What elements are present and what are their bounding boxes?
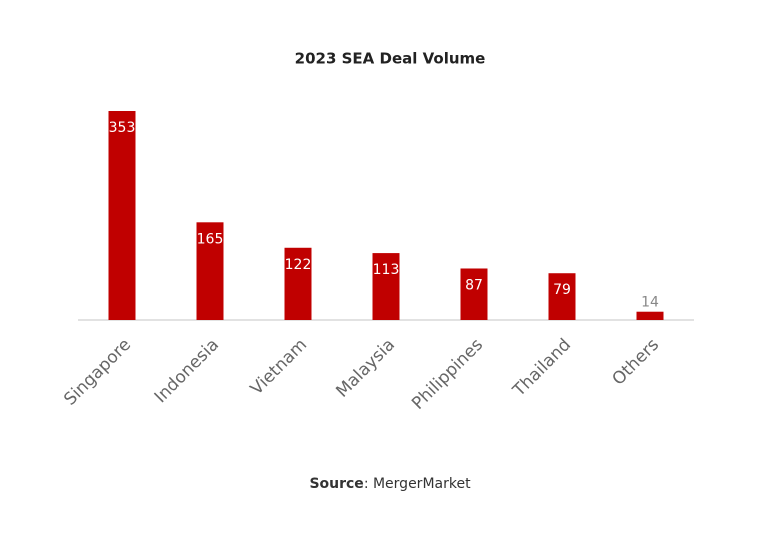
chart-title: 2023 SEA Deal Volume — [295, 50, 486, 68]
bar — [460, 268, 488, 320]
source-note: Source: MergerMarket — [309, 476, 471, 492]
value-label: 87 — [465, 277, 483, 293]
bar — [372, 253, 400, 320]
value-label: 113 — [373, 262, 400, 278]
bar — [548, 273, 576, 320]
value-label: 79 — [553, 282, 571, 298]
source-label: Source — [309, 476, 363, 492]
value-label: 353 — [109, 120, 136, 136]
bar — [284, 247, 312, 320]
source-text: : MergerMarket — [364, 476, 471, 492]
bar — [196, 222, 224, 320]
value-label: 14 — [641, 295, 659, 311]
bar — [108, 111, 136, 320]
value-label: 165 — [197, 231, 224, 247]
value-label: 122 — [285, 257, 312, 273]
bar — [636, 311, 664, 320]
